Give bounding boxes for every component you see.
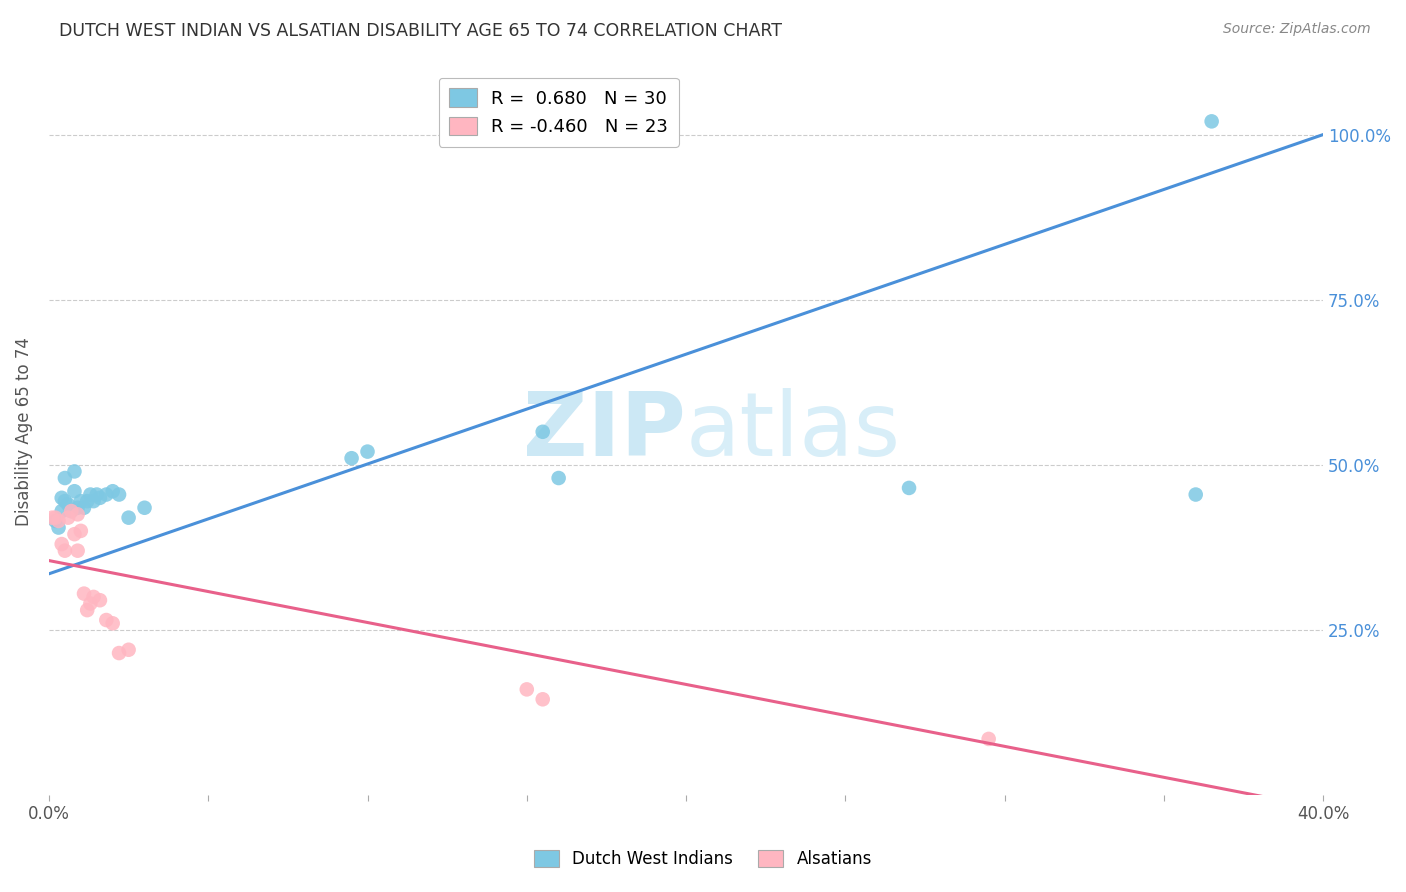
- Point: [66, 543, 89, 558]
- Point: [547, 471, 569, 485]
- Point: [89, 593, 111, 607]
- Point: [108, 646, 131, 660]
- Point: [86, 487, 108, 501]
- Point: [44, 514, 66, 528]
- Text: Source: ZipAtlas.com: Source: ZipAtlas.com: [1223, 22, 1371, 37]
- Point: [53, 543, 76, 558]
- Point: [63, 527, 86, 541]
- Point: [56, 510, 79, 524]
- Legend: R =  0.680   N = 30, R = -0.460   N = 23: R = 0.680 N = 30, R = -0.460 N = 23: [439, 78, 679, 147]
- Point: [76, 494, 98, 508]
- Point: [1184, 487, 1206, 501]
- Point: [89, 491, 111, 505]
- Point: [69, 494, 91, 508]
- Point: [73, 500, 96, 515]
- Point: [977, 731, 1000, 746]
- Point: [53, 494, 76, 508]
- Point: [66, 508, 89, 522]
- Point: [56, 498, 79, 512]
- Point: [60, 504, 83, 518]
- Point: [108, 487, 131, 501]
- Point: [53, 471, 76, 485]
- Point: [898, 481, 921, 495]
- Point: [531, 425, 554, 439]
- Point: [96, 613, 118, 627]
- Point: [63, 484, 86, 499]
- Point: [83, 494, 105, 508]
- Point: [96, 487, 118, 501]
- Point: [356, 444, 378, 458]
- Point: [73, 586, 96, 600]
- Point: [44, 510, 66, 524]
- Y-axis label: Disability Age 65 to 74: Disability Age 65 to 74: [15, 337, 32, 526]
- Text: DUTCH WEST INDIAN VS ALSATIAN DISABILITY AGE 65 TO 74 CORRELATION CHART: DUTCH WEST INDIAN VS ALSATIAN DISABILITY…: [59, 22, 782, 40]
- Point: [69, 524, 91, 538]
- Point: [531, 692, 554, 706]
- Point: [48, 520, 70, 534]
- Point: [101, 484, 124, 499]
- Text: atlas: atlas: [686, 388, 901, 475]
- Text: ZIP: ZIP: [523, 388, 686, 475]
- Point: [66, 500, 89, 515]
- Point: [516, 682, 538, 697]
- Point: [83, 590, 105, 604]
- Point: [51, 491, 73, 505]
- Point: [79, 487, 101, 501]
- Point: [60, 504, 83, 518]
- Point: [51, 504, 73, 518]
- Point: [117, 510, 139, 524]
- Point: [101, 616, 124, 631]
- Legend: Dutch West Indians, Alsatians: Dutch West Indians, Alsatians: [526, 842, 880, 877]
- Point: [63, 464, 86, 478]
- Point: [76, 603, 98, 617]
- Point: [79, 597, 101, 611]
- Point: [340, 451, 363, 466]
- Point: [41, 510, 63, 524]
- Point: [51, 537, 73, 551]
- Point: [117, 642, 139, 657]
- Point: [134, 500, 156, 515]
- Point: [1201, 114, 1223, 128]
- Point: [48, 514, 70, 528]
